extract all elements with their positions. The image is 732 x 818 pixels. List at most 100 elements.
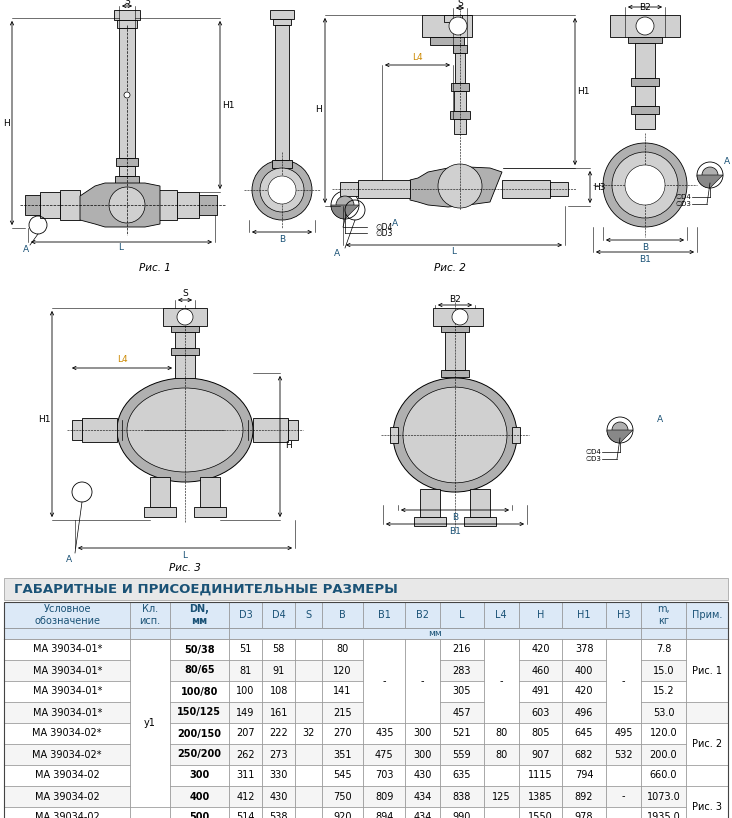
Text: 500: 500 bbox=[190, 812, 209, 818]
Text: B2: B2 bbox=[449, 294, 461, 303]
Text: 50/38: 50/38 bbox=[184, 645, 214, 654]
Text: B: B bbox=[339, 610, 346, 620]
Bar bbox=[295, 723, 321, 744]
Text: H: H bbox=[285, 441, 292, 450]
Text: МА 39034-02: МА 39034-02 bbox=[35, 792, 100, 802]
Bar bbox=[635, 43, 655, 78]
Bar bbox=[262, 786, 295, 807]
Text: ∅D4: ∅D4 bbox=[675, 194, 691, 200]
Circle shape bbox=[452, 309, 468, 325]
Text: 430: 430 bbox=[269, 792, 288, 802]
Bar bbox=[606, 765, 640, 786]
Bar bbox=[288, 420, 298, 440]
Bar bbox=[171, 348, 199, 355]
Text: 496: 496 bbox=[575, 708, 593, 717]
Bar bbox=[440, 639, 484, 660]
Bar bbox=[562, 807, 606, 818]
Bar bbox=[406, 765, 440, 786]
Text: МА 39034-02*: МА 39034-02* bbox=[32, 749, 102, 759]
Bar bbox=[144, 507, 176, 517]
Bar bbox=[229, 723, 262, 744]
Bar bbox=[295, 702, 321, 723]
Bar bbox=[444, 15, 462, 22]
Text: 457: 457 bbox=[452, 708, 471, 717]
Bar bbox=[229, 660, 262, 681]
Polygon shape bbox=[697, 175, 723, 188]
Bar bbox=[200, 477, 220, 507]
Bar bbox=[484, 723, 519, 744]
Bar bbox=[440, 723, 484, 744]
Bar bbox=[262, 639, 295, 660]
Bar bbox=[562, 639, 606, 660]
Bar bbox=[295, 602, 321, 628]
Text: 794: 794 bbox=[575, 771, 594, 780]
Text: A: A bbox=[724, 158, 730, 167]
Bar bbox=[119, 166, 135, 176]
Bar bbox=[686, 786, 728, 818]
Circle shape bbox=[449, 17, 467, 35]
Text: 15.0: 15.0 bbox=[653, 666, 674, 676]
Bar bbox=[470, 489, 490, 517]
Ellipse shape bbox=[403, 387, 507, 483]
Text: S: S bbox=[457, 0, 463, 7]
Bar bbox=[433, 308, 483, 326]
Text: A: A bbox=[66, 555, 72, 564]
Bar bbox=[519, 660, 562, 681]
Bar bbox=[262, 765, 295, 786]
Bar bbox=[414, 517, 446, 526]
Bar bbox=[606, 786, 640, 807]
Text: 80: 80 bbox=[336, 645, 348, 654]
Bar bbox=[562, 786, 606, 807]
Text: 300: 300 bbox=[414, 729, 432, 739]
Text: 400: 400 bbox=[190, 792, 209, 802]
Bar bbox=[130, 639, 170, 807]
Bar bbox=[170, 807, 229, 818]
Text: 460: 460 bbox=[531, 666, 550, 676]
Bar bbox=[130, 602, 170, 628]
Bar bbox=[640, 628, 686, 639]
Bar bbox=[358, 180, 410, 198]
Text: 161: 161 bbox=[269, 708, 288, 717]
Text: 703: 703 bbox=[375, 771, 394, 780]
Bar bbox=[25, 195, 40, 215]
Text: 420: 420 bbox=[575, 686, 594, 696]
Bar bbox=[519, 702, 562, 723]
Ellipse shape bbox=[127, 388, 243, 472]
Text: ∅D3: ∅D3 bbox=[585, 456, 601, 462]
Bar bbox=[453, 45, 467, 53]
Bar bbox=[445, 332, 465, 370]
Text: H: H bbox=[537, 610, 544, 620]
Bar bbox=[519, 681, 562, 702]
Text: 1935.0: 1935.0 bbox=[646, 812, 680, 818]
Text: 7.8: 7.8 bbox=[656, 645, 671, 654]
Text: 491: 491 bbox=[531, 686, 550, 696]
Bar bbox=[4, 786, 130, 807]
Bar bbox=[390, 427, 398, 443]
Text: S: S bbox=[182, 290, 188, 299]
Text: m,
кг: m, кг bbox=[657, 605, 670, 626]
Circle shape bbox=[702, 167, 718, 183]
Text: 514: 514 bbox=[236, 812, 255, 818]
Bar bbox=[640, 723, 686, 744]
Bar bbox=[640, 807, 686, 818]
Text: 430: 430 bbox=[414, 771, 432, 780]
Bar bbox=[631, 78, 659, 86]
Bar bbox=[4, 744, 130, 765]
Text: 80/65: 80/65 bbox=[184, 666, 214, 676]
Bar bbox=[262, 723, 295, 744]
Text: 635: 635 bbox=[452, 771, 471, 780]
Bar bbox=[686, 702, 728, 723]
Bar bbox=[60, 190, 80, 220]
Bar bbox=[130, 807, 170, 818]
Bar bbox=[440, 660, 484, 681]
Text: МА 39034-02*: МА 39034-02* bbox=[32, 729, 102, 739]
Bar bbox=[229, 786, 262, 807]
Bar bbox=[4, 807, 130, 818]
Text: 149: 149 bbox=[236, 708, 255, 717]
Text: L4: L4 bbox=[411, 53, 422, 62]
Bar bbox=[253, 418, 288, 442]
Bar bbox=[170, 786, 229, 807]
Text: 207: 207 bbox=[236, 729, 255, 739]
Text: 283: 283 bbox=[452, 666, 471, 676]
Bar bbox=[114, 10, 140, 20]
